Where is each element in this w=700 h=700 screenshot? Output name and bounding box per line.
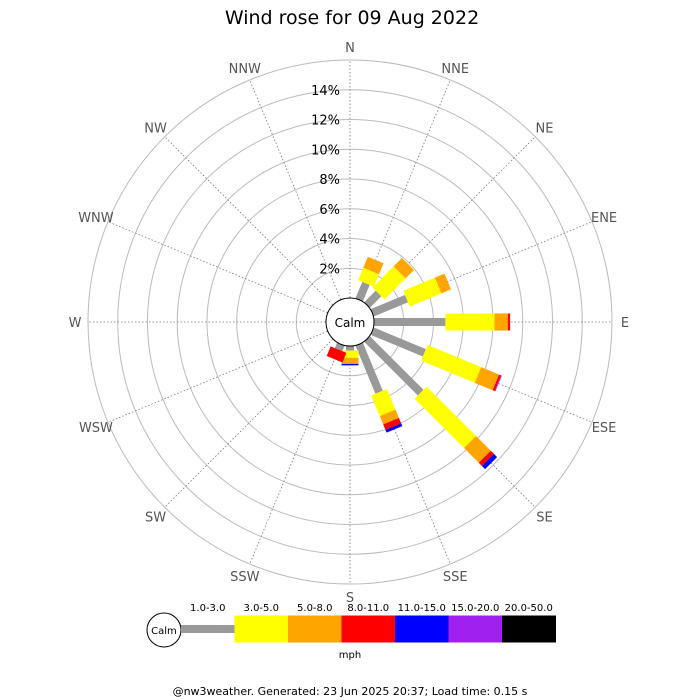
petal-segment-ene-5.0-8.0 [434, 273, 452, 294]
legend-swatch-3.0-5.0 [234, 615, 289, 643]
ring-label-12pct: 12% [311, 114, 340, 129]
legend-range-8.0-11.0: 8.0-11.0 [347, 603, 389, 614]
petal-segment-ne-3.0-5.0 [372, 266, 406, 300]
grid-spoke [107, 321, 351, 423]
petal-segment-ene-1.0-3.0 [370, 294, 409, 317]
direction-label-sse: SSE [443, 570, 468, 585]
direction-labels: N NNE NE ENE E ESE SE SSE S SSW SW WSW W WNW NW NNW [69, 41, 630, 606]
petal-segment-nne-5.0-8.0 [363, 256, 384, 275]
petal-ene [370, 273, 452, 317]
legend-calm-label: Calm [151, 626, 177, 637]
direction-label-wsw: WSW [79, 421, 113, 436]
calm-circle [325, 297, 375, 347]
grid-spoke [164, 136, 351, 323]
ring-label-10pct: 10% [311, 143, 340, 158]
petal-segment-se-3.0-5.0 [414, 386, 477, 449]
petal-segment-ese-5.0-8.0 [474, 367, 500, 391]
grid-spoke [107, 221, 351, 323]
legend-swatch-15.0-20.0 [448, 615, 503, 643]
petal-segment-sse-8.0-11.0 [383, 417, 402, 430]
grid-ring [87, 59, 613, 585]
ring-percent-labels: 2% 4% 6% 8% 10% 12% 14% [311, 84, 340, 278]
legend-swatch-20.0-50.0 [502, 615, 556, 643]
ring-label-8pct: 8% [319, 173, 340, 188]
petal-segment-ese-1.0-3.0 [370, 327, 426, 357]
speed-legend: Calm 1.0-3.0 3.0-5.0 5.0-8.0 8.0-11.0 11.0-15… [146, 603, 556, 661]
petal-segment-ese-8.0-11.0 [492, 374, 502, 392]
wind-petals [326, 256, 511, 470]
petal-segment-sse-11.0-15.0 [385, 423, 403, 433]
petal-nne [355, 256, 384, 302]
direction-label-sw: SW [145, 510, 166, 525]
petal-segment-ssw-1.0-3.0 [334, 342, 345, 352]
grid-spoke [349, 321, 451, 565]
direction-label-n: N [345, 41, 355, 56]
petal-segment-sse-3.0-5.0 [371, 389, 396, 417]
petal-sse [355, 342, 403, 433]
grid-spoke [164, 321, 351, 508]
grid-spoke [349, 79, 451, 323]
direction-label-nw: NW [144, 122, 167, 137]
grid-spoke [349, 221, 593, 323]
grid-ring [147, 119, 553, 525]
legend-swatch-1.0-3.0 [181, 625, 235, 633]
grid-spoke [249, 321, 351, 565]
direction-label-nnw: NNW [229, 62, 261, 77]
calm-label: Calm [335, 316, 366, 330]
legend-range-3.0-5.0: 3.0-5.0 [244, 603, 279, 614]
petal-segment-ne-1.0-3.0 [364, 290, 382, 308]
ring-label-2pct: 2% [319, 262, 340, 277]
chart-title: Wind rose for 09 Aug 2022 [225, 7, 479, 29]
grid-spoke [349, 136, 536, 323]
direction-label-ssw: SSW [230, 570, 260, 585]
direction-label-se: SE [536, 510, 552, 525]
petal-segment-se-8.0-11.0 [478, 450, 494, 466]
legend-range-11.0-15.0: 11.0-15.0 [398, 603, 446, 614]
petal-segment-nne-1.0-3.0 [355, 281, 370, 302]
calm-center: Calm [325, 297, 375, 347]
legend-range-15.0-20.0: 15.0-20.0 [451, 603, 499, 614]
petal-segment-se-11.0-15.0 [481, 453, 498, 470]
grid-spoke [249, 79, 351, 323]
ring-label-14pct: 14% [311, 84, 340, 99]
petal-ssw [326, 342, 347, 363]
direction-label-ese: ESE [592, 421, 617, 436]
direction-label-w: W [69, 316, 82, 331]
ring-label-6pct: 6% [319, 203, 340, 218]
petal-segment-sse-5.0-8.0 [379, 409, 399, 425]
direction-label-ne: NE [535, 122, 553, 137]
direction-label-wnw: WNW [78, 211, 114, 226]
petal-segment-nne-3.0-5.0 [358, 267, 379, 287]
petal-segment-se-1.0-3.0 [364, 336, 424, 396]
legend-swatch-8.0-11.0 [341, 615, 396, 643]
legend-range-1.0-3.0: 1.0-3.0 [190, 603, 225, 614]
legend-range-5.0-8.0: 5.0-8.0 [297, 603, 332, 614]
petal-ne [364, 257, 415, 308]
direction-label-nne: NNE [441, 62, 469, 77]
ring-label-4pct: 4% [319, 233, 340, 248]
footer-text: @nw3weather. Generated: 23 Jun 2025 20:3… [173, 685, 528, 698]
legend-swatch-5.0-8.0 [288, 615, 342, 643]
legend-range-20.0-50.0: 20.0-50.0 [505, 603, 553, 614]
petal-segment-sse-1.0-3.0 [355, 342, 383, 394]
petal-segment-ese-3.0-5.0 [421, 344, 482, 383]
direction-label-s: S [346, 591, 354, 606]
petal-se [364, 336, 498, 470]
petal-segment-ene-3.0-5.0 [403, 277, 442, 307]
petal-segment-se-5.0-8.0 [464, 436, 491, 463]
legend-swatch-11.0-15.0 [395, 615, 449, 643]
direction-label-e: E [621, 316, 629, 331]
petal-segment-ne-5.0-8.0 [393, 257, 415, 279]
legend-unit: mph [339, 650, 361, 661]
petal-segment-ssw-8.0-11.0 [326, 346, 347, 363]
direction-label-ene: ENE [591, 211, 617, 226]
petal-ese [370, 327, 502, 392]
